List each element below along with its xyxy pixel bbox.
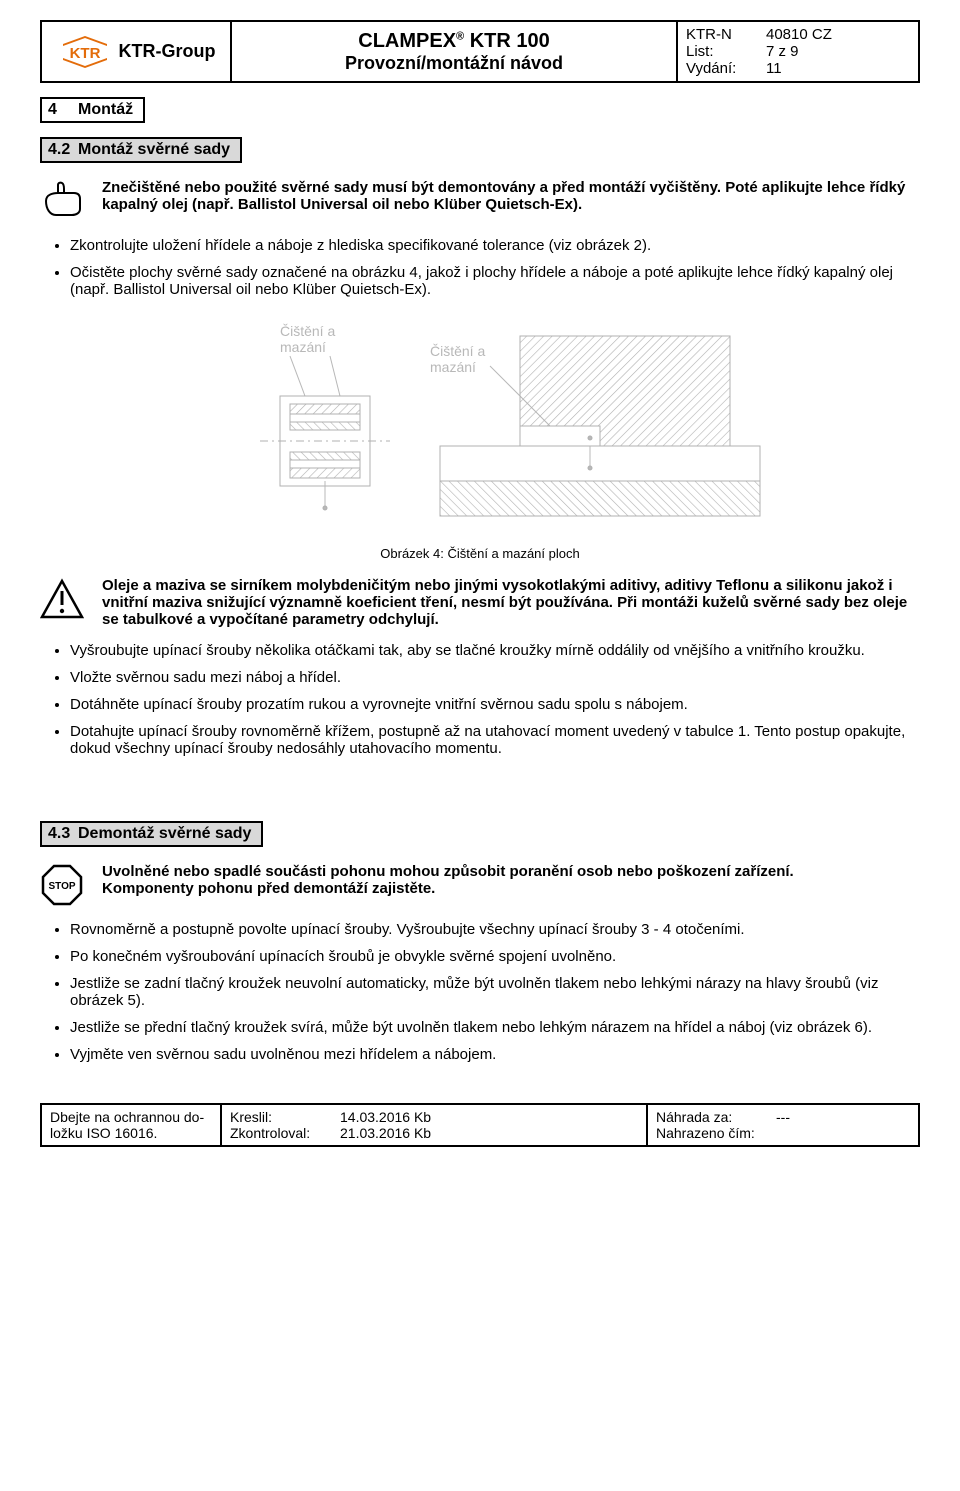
footer-value: 21.03.2016 Kb (340, 1125, 638, 1141)
bullet-item: Dotahujte upínací šrouby rovnoměrně kříž… (70, 723, 920, 757)
figure-caption: Obrázek 4: Čištění a mazání ploch (40, 546, 920, 561)
pointing-hand-icon (40, 179, 84, 223)
doc-header: KTR KTR-Group CLAMPEX® KTR 100 Provozní/… (40, 20, 920, 83)
header-meta-cell: KTR-N40810 CZ List:7 z 9 Vydání:11 (678, 22, 918, 81)
meta-value: 11 (766, 60, 910, 77)
bullet-item: Vložte svěrnou sadu mezi náboj a hřídel. (70, 669, 920, 686)
svg-text:mazání: mazání (430, 359, 476, 375)
doc-footer: Dbejte na ochrannou do- ložku ISO 16016.… (40, 1103, 920, 1147)
bullet-list: Zkontrolujte uložení hřídele a náboje z … (40, 237, 920, 298)
info-note-text: Znečištěné nebo použité svěrné sady musí… (102, 179, 920, 213)
bullet-item: Zkontrolujte uložení hřídele a náboje z … (70, 237, 920, 254)
bullet-item: Po konečném vyšroubování upínacích šroub… (70, 948, 920, 965)
meta-key: List: (686, 43, 766, 60)
stop-note: STOP Uvolněné nebo spadlé součásti pohon… (40, 863, 920, 907)
stop-sign-icon: STOP (40, 863, 84, 907)
footer-iso-line1: Dbejte na ochrannou do- (50, 1109, 212, 1125)
bullet-item: Očistěte plochy svěrné sady označené na … (70, 264, 920, 298)
subsection-title: Montáž svěrné sady (78, 141, 230, 158)
meta-row: Vydání:11 (686, 60, 910, 77)
footer-key: Kreslil: (230, 1109, 340, 1125)
doc-title-line1: CLAMPEX® KTR 100 (240, 30, 668, 53)
svg-text:STOP: STOP (48, 881, 75, 892)
section-title: Montáž (78, 101, 133, 118)
bullet-item: Jestliže se zadní tlačný kroužek neuvoln… (70, 975, 920, 1009)
header-title-cell: CLAMPEX® KTR 100 Provozní/montážní návod (232, 22, 678, 81)
section-heading: 4Montáž (40, 97, 145, 123)
bullet-list: Rovnoměrně a postupně povolte upínací šr… (40, 921, 920, 1063)
warning-triangle-icon (40, 577, 84, 621)
stop-text-line1: Uvolněné nebo spadlé součásti pohonu moh… (102, 863, 794, 880)
footer-key: Nahrazeno čím: (656, 1125, 776, 1141)
subsection-number: 4.3 (48, 825, 78, 843)
bullet-item: Rovnoměrně a postupně povolte upínací šr… (70, 921, 920, 938)
footer-key: Zkontroloval: (230, 1125, 340, 1141)
section-number: 4 (48, 101, 78, 119)
footer-iso-line2: ložku ISO 16016. (50, 1125, 212, 1141)
subsection-title: Demontáž svěrné sady (78, 825, 251, 842)
bullet-item: Jestliže se přední tlačný kroužek svírá,… (70, 1019, 920, 1036)
footer-mid: Kreslil:14.03.2016 Kb Zkontroloval:21.03… (222, 1105, 648, 1145)
meta-key: Vydání: (686, 60, 766, 77)
doc-title-line2: Provozní/montážní návod (240, 53, 668, 74)
svg-text:Čištění a: Čištění a (430, 343, 485, 359)
warning-text: Oleje a maziva se sirníkem molybdeničitý… (102, 577, 920, 628)
meta-key: KTR-N (686, 26, 766, 43)
footer-key: Náhrada za: (656, 1109, 776, 1125)
subsection-number: 4.2 (48, 141, 78, 159)
warning-note: Oleje a maziva se sirníkem molybdeničitý… (40, 577, 920, 628)
meta-row: List:7 z 9 (686, 43, 910, 60)
footer-value: --- (776, 1109, 790, 1125)
registered-mark: ® (456, 30, 464, 42)
title-brand: CLAMPEX (358, 30, 456, 52)
bullet-item: Dotáhněte upínací šrouby prozatím rukou … (70, 696, 920, 713)
subsection-heading: 4.3Demontáž svěrné sady (40, 821, 263, 847)
ktr-logo-icon: KTR (57, 34, 113, 70)
footer-left: Dbejte na ochrannou do- ložku ISO 16016. (42, 1105, 222, 1145)
meta-value: 7 z 9 (766, 43, 910, 60)
diagram-figure: Čištění a mazání Čištění a (40, 316, 920, 536)
stop-text: Uvolněné nebo spadlé součásti pohonu moh… (102, 863, 920, 897)
title-model: KTR 100 (464, 30, 550, 52)
footer-right: Náhrada za:--- Nahrazeno čím: (648, 1105, 918, 1145)
stop-text-line2: Komponenty pohonu před demontáží zajistě… (102, 880, 435, 897)
bullet-list: Vyšroubujte upínací šrouby několika otáč… (40, 642, 920, 757)
svg-text:mazání: mazání (280, 339, 326, 355)
bullet-item: Vyjměte ven svěrnou sadu uvolněnou mezi … (70, 1046, 920, 1063)
logo-text: KTR-Group (119, 41, 216, 62)
info-note: Znečištěné nebo použité svěrné sady musí… (40, 179, 920, 223)
svg-text:KTR: KTR (69, 45, 100, 62)
bullet-item: Vyšroubujte upínací šrouby několika otáč… (70, 642, 920, 659)
meta-row: KTR-N40810 CZ (686, 26, 910, 43)
diagram-label: Čištění a (280, 323, 335, 339)
subsection-heading: 4.2Montáž svěrné sady (40, 137, 242, 163)
footer-value: 14.03.2016 Kb (340, 1109, 638, 1125)
meta-value: 40810 CZ (766, 26, 910, 43)
header-logo-cell: KTR KTR-Group (42, 22, 232, 81)
